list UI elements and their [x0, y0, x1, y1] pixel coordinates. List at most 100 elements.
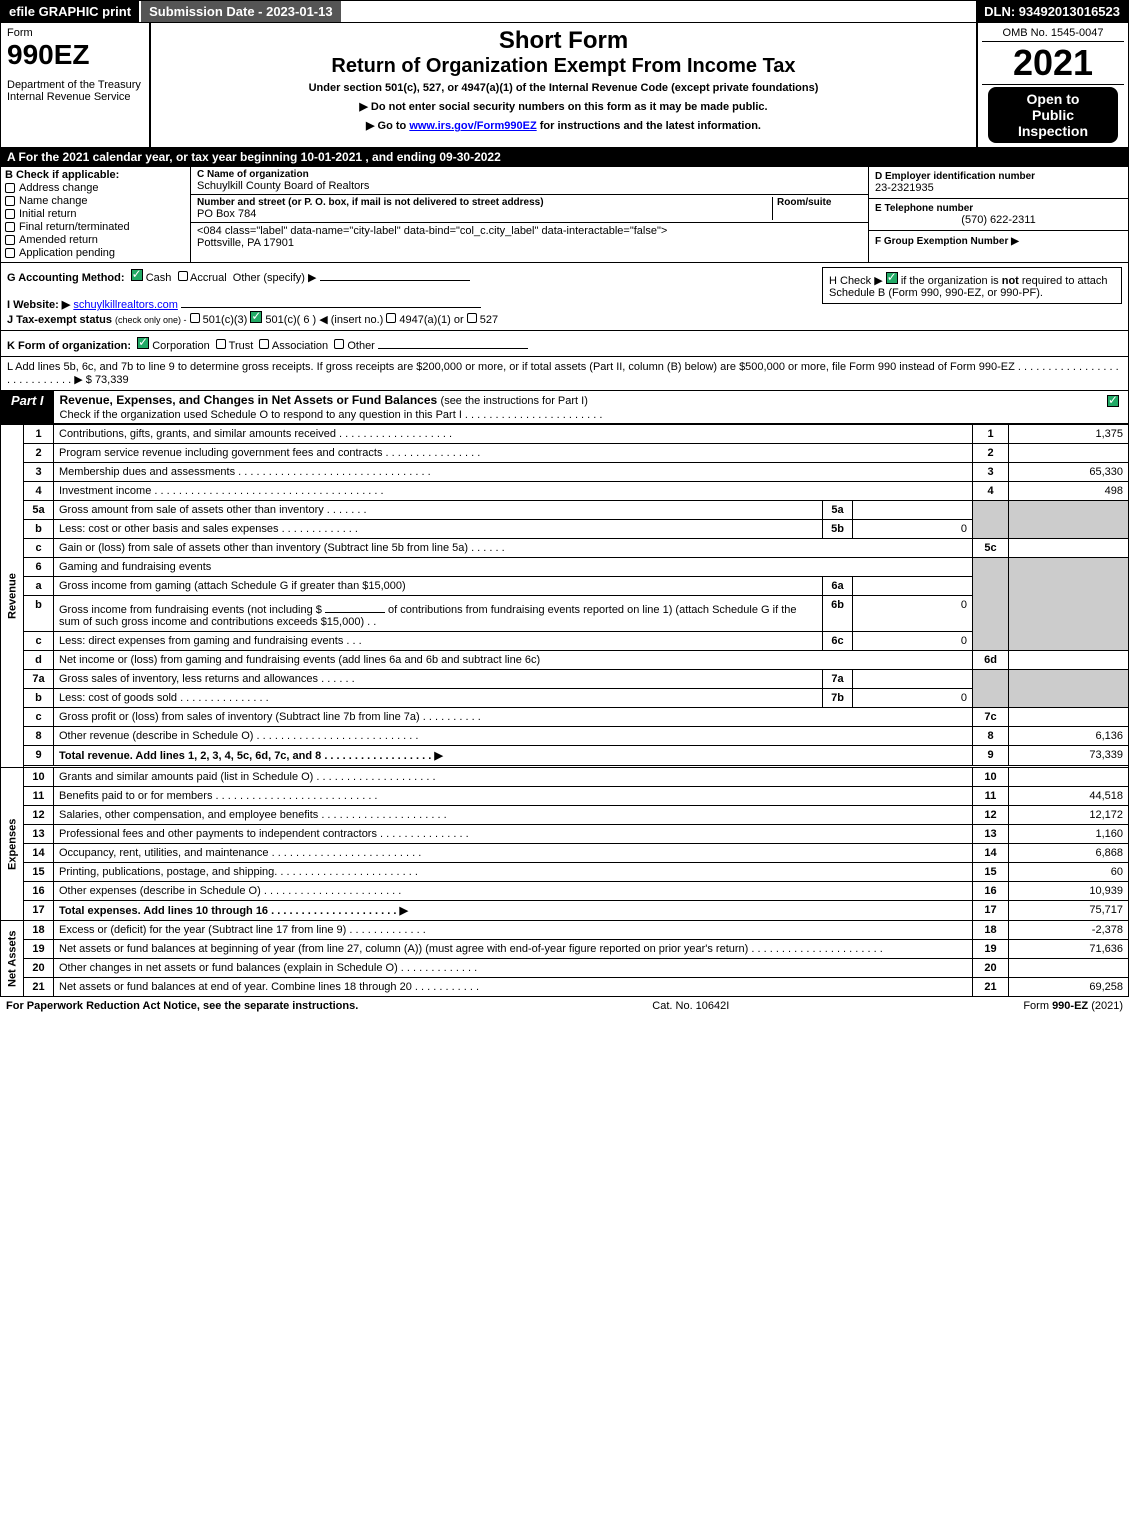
line-18-num: 18	[24, 921, 54, 940]
line-5c-desc: Gain or (loss) from sale of assets other…	[54, 539, 973, 558]
line-6d-val	[1009, 651, 1129, 670]
line-2-desc: Program service revenue including govern…	[54, 444, 973, 463]
title-2: Return of Organization Exempt From Incom…	[157, 55, 970, 78]
line-2-num: 2	[24, 444, 54, 463]
line-7c-val	[1009, 708, 1129, 727]
chk-amended[interactable]: Amended return	[5, 234, 186, 246]
line-k: K Form of organization: Corporation Trus…	[0, 331, 1129, 357]
group-exempt-label: F Group Exemption Number ▶	[875, 236, 1019, 247]
title-1: Short Form	[157, 27, 970, 55]
k-label: K Form of organization:	[7, 340, 131, 352]
line-5b-boxval: 0	[853, 520, 973, 539]
line-19-lbl: 19	[973, 940, 1009, 959]
chk-final-return[interactable]: Final return/terminated	[5, 221, 186, 233]
part-1-title-sub: (see the instructions for Part I)	[441, 395, 588, 407]
open-line-2: Public	[994, 107, 1112, 123]
g-accrual-check[interactable]	[178, 271, 188, 281]
j-527-check[interactable]	[467, 313, 477, 323]
k-other-input[interactable]	[378, 335, 528, 349]
g-cash: Cash	[146, 272, 172, 284]
k-other-check[interactable]	[334, 339, 344, 349]
expenses-side-label: Expenses	[1, 768, 24, 921]
line-15-desc: Printing, publications, postage, and shi…	[54, 863, 973, 882]
irs-link[interactable]: www.irs.gov/Form990EZ	[409, 120, 536, 132]
net-assets-side-label: Net Assets	[1, 921, 24, 997]
line-11-desc: Benefits paid to or for members . . . . …	[54, 787, 973, 806]
line-7c-lbl: 7c	[973, 708, 1009, 727]
line-13-val: 1,160	[1009, 825, 1129, 844]
col-b-header: B Check if applicable:	[5, 169, 186, 181]
line-9-desc: Total revenue. Add lines 1, 2, 3, 4, 5c,…	[54, 746, 973, 766]
line-18-desc: Excess or (deficit) for the year (Subtra…	[54, 921, 973, 940]
col-c: C Name of organization Schuylkill County…	[191, 167, 868, 262]
chk-address-change[interactable]: Address change	[5, 182, 186, 194]
g-label: G Accounting Method:	[7, 272, 125, 284]
line-5c-val	[1009, 539, 1129, 558]
street-val: PO Box 784	[197, 208, 772, 220]
line-15-num: 15	[24, 863, 54, 882]
part-1-title-text: Revenue, Expenses, and Changes in Net As…	[60, 393, 438, 407]
line-3-desc: Membership dues and assessments . . . . …	[54, 463, 973, 482]
line-17-lbl: 17	[973, 901, 1009, 921]
line-5c-num: c	[24, 539, 54, 558]
line-13-lbl: 13	[973, 825, 1009, 844]
org-name-row: C Name of organization Schuylkill County…	[191, 167, 868, 195]
line-7c-num: c	[24, 708, 54, 727]
chk-initial-return[interactable]: Initial return	[5, 208, 186, 220]
chk-app-pending[interactable]: Application pending	[5, 247, 186, 259]
line-8-num: 8	[24, 727, 54, 746]
k-corp-check[interactable]	[137, 337, 149, 349]
l-val: 73,339	[95, 374, 129, 386]
line-4-num: 4	[24, 482, 54, 501]
line-6b-amount-input[interactable]	[325, 599, 385, 613]
k-trust-check[interactable]	[216, 339, 226, 349]
line-18-val: -2,378	[1009, 921, 1129, 940]
part-1-checkbox[interactable]	[1098, 391, 1128, 423]
line-20-val	[1009, 959, 1129, 978]
line-4-lbl: 4	[973, 482, 1009, 501]
line-16-desc: Other expenses (describe in Schedule O) …	[54, 882, 973, 901]
line-5ab-grey-val	[1009, 501, 1129, 539]
line-12-num: 12	[24, 806, 54, 825]
j-501c-check[interactable]	[250, 311, 262, 323]
line-18-lbl: 18	[973, 921, 1009, 940]
h-check[interactable]	[886, 272, 898, 284]
line-10-desc: Grants and similar amounts paid (list in…	[54, 768, 973, 787]
header-left: Form 990EZ Department of the Treasury In…	[1, 23, 151, 147]
city-row: <084 class="label" data-name="city-label…	[191, 223, 868, 251]
line-20-num: 20	[24, 959, 54, 978]
bullet-2-pre: ▶ Go to	[366, 120, 409, 132]
line-5a-boxval	[853, 501, 973, 520]
line-7a-box: 7a	[823, 670, 853, 689]
i-label: I Website: ▶	[7, 299, 70, 311]
room-label: Room/suite	[777, 197, 862, 208]
j-4947-check[interactable]	[386, 313, 396, 323]
form-header: Form 990EZ Department of the Treasury In…	[0, 23, 1129, 148]
j-501c3-check[interactable]	[190, 313, 200, 323]
k-assoc-check[interactable]	[259, 339, 269, 349]
open-to-public: Open to Public Inspection	[988, 87, 1118, 143]
line-6c-num: c	[24, 632, 54, 651]
line-5c-lbl: 5c	[973, 539, 1009, 558]
line-10-num: 10	[24, 768, 54, 787]
g-other-input[interactable]	[320, 267, 470, 281]
city-val: Pottsville, PA 17901	[197, 237, 862, 249]
line-6c-boxval: 0	[853, 632, 973, 651]
g-other: Other (specify) ▶	[233, 272, 317, 284]
line-17-num: 17	[24, 901, 54, 921]
org-name: Schuylkill County Board of Realtors	[197, 180, 862, 192]
efile-label[interactable]: efile GRAPHIC print	[1, 1, 139, 22]
line-20-desc: Other changes in net assets or fund bala…	[54, 959, 973, 978]
revenue-side-label: Revenue	[1, 425, 24, 768]
page-footer: For Paperwork Reduction Act Notice, see …	[0, 997, 1129, 1015]
line-17-desc: Total expenses. Add lines 10 through 16 …	[54, 901, 973, 921]
line-11-num: 11	[24, 787, 54, 806]
chk-name-change[interactable]: Name change	[5, 195, 186, 207]
line-6d-lbl: 6d	[973, 651, 1009, 670]
line-19-desc: Net assets or fund balances at beginning…	[54, 940, 973, 959]
g-cash-check[interactable]	[131, 269, 143, 281]
l-text: L Add lines 5b, 6c, and 7b to line 9 to …	[7, 361, 1119, 386]
line-10-lbl: 10	[973, 768, 1009, 787]
line-21-num: 21	[24, 978, 54, 997]
part-1-header: Part I Revenue, Expenses, and Changes in…	[0, 391, 1129, 424]
